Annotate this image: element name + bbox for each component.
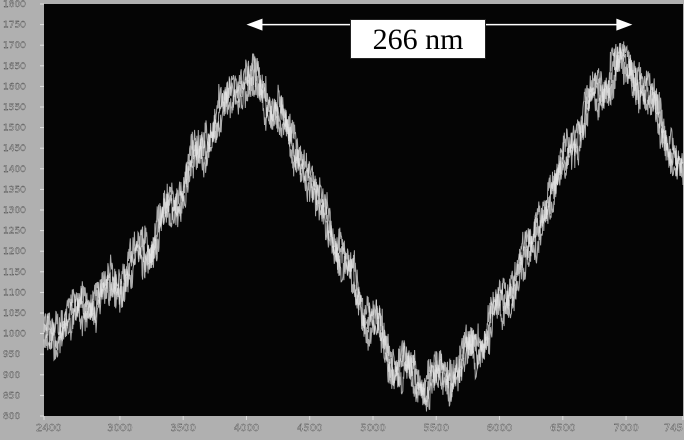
- trace-line: [43, 42, 684, 407]
- y-tick-label: 950: [3, 350, 20, 360]
- x-tick-label: 745: [664, 423, 683, 434]
- y-tick-label: 1700: [3, 41, 26, 51]
- x-tick-label: 7000: [613, 423, 638, 434]
- y-tick-label: 1300: [3, 206, 26, 216]
- y-tick-label: 800: [3, 412, 20, 422]
- y-tick-label: 1600: [3, 82, 26, 92]
- plot-area: [44, 4, 683, 416]
- annotation-arrowhead-right: [616, 18, 633, 31]
- x-tick-label: 5500: [424, 423, 449, 434]
- data-series: [43, 41, 684, 412]
- x-tick-label: 3000: [107, 423, 132, 434]
- y-tick-label: 1250: [3, 227, 26, 237]
- x-tick-label: 2400: [36, 423, 61, 434]
- y-tick-label: 1450: [3, 144, 26, 154]
- y-tick-label: 1800: [3, 0, 26, 10]
- x-axis: 2400 3000 3500 4000 4500 5000 5500 6000 6500 7000…: [36, 416, 684, 434]
- y-tick-label: 1000: [3, 330, 26, 340]
- y-tick-label: 1200: [3, 247, 26, 257]
- y-tick-label: 1050: [3, 309, 26, 319]
- y-tick-label: 1350: [3, 185, 26, 195]
- y-tick-label: 1750: [3, 21, 26, 31]
- y-tick-label: 1650: [3, 62, 26, 72]
- annotation-arrowhead-left: [246, 18, 263, 31]
- y-tick-label: 1550: [3, 103, 26, 113]
- y-tick-label: 850: [3, 391, 20, 401]
- y-tick-label: 1400: [3, 165, 26, 175]
- x-tick-label: 6000: [487, 423, 512, 434]
- y-tick-label: 1150: [3, 268, 26, 278]
- annotation-label: 266 nm: [350, 19, 486, 59]
- x-tick-label: 3500: [170, 423, 195, 434]
- y-axis: 800 850 900 950 1000 1050 1100 1150 1200 1250 1300…: [3, 0, 44, 422]
- y-tick-label: 1100: [3, 288, 26, 298]
- x-tick-label: 4000: [234, 423, 259, 434]
- x-tick-label: 5000: [360, 423, 385, 434]
- y-tick-label: 900: [3, 371, 20, 381]
- y-tick-label: 1500: [3, 124, 26, 134]
- x-tick-label: 6500: [550, 423, 575, 434]
- x-tick-label: 4500: [297, 423, 322, 434]
